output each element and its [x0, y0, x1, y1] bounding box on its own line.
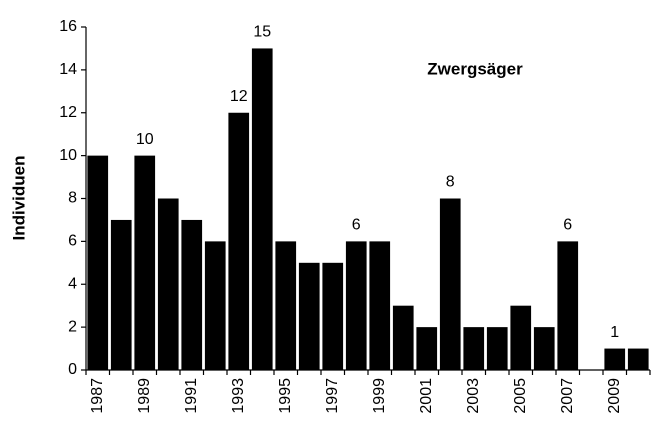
y-tick-label: 16 [59, 18, 77, 35]
bar [181, 219, 203, 370]
x-tick-label: 1991 [183, 378, 200, 414]
bar [392, 305, 414, 370]
bar [251, 48, 273, 370]
y-tick-label: 2 [68, 318, 77, 335]
x-tick-label: 2003 [465, 378, 482, 414]
data-label: 6 [352, 217, 361, 234]
data-label: 12 [230, 88, 248, 105]
bar [627, 348, 649, 370]
x-tick-label: 1999 [371, 378, 388, 414]
x-tick-label: 1989 [136, 378, 153, 414]
bar [110, 219, 132, 370]
bar [369, 241, 391, 370]
bar [557, 241, 579, 370]
bar [510, 305, 532, 370]
x-tick-label: 2001 [418, 378, 435, 414]
bar [298, 262, 320, 370]
bar [87, 155, 109, 370]
x-tick-label: 2009 [606, 378, 623, 414]
bar [463, 327, 485, 370]
y-tick-label: 12 [59, 104, 77, 121]
x-tick-label: 1997 [324, 378, 341, 414]
x-tick-label: 2005 [512, 378, 529, 414]
y-tick-label: 14 [59, 61, 77, 78]
bar [533, 327, 555, 370]
x-tick-label: 1995 [277, 378, 294, 414]
y-tick-label: 8 [68, 190, 77, 207]
bar [416, 327, 438, 370]
data-label: 6 [563, 217, 572, 234]
y-tick-label: 6 [68, 233, 77, 250]
y-axis-label: Individuen [9, 156, 28, 241]
annotation: Zwergsäger [427, 59, 523, 78]
bar [275, 241, 297, 370]
y-tick-label: 10 [59, 147, 77, 164]
data-label: 8 [446, 174, 455, 191]
y-tick-label: 0 [68, 361, 77, 378]
y-tick-label: 4 [68, 275, 77, 292]
bar [204, 241, 226, 370]
bar [604, 348, 626, 370]
bar [322, 262, 344, 370]
x-tick-label: 2007 [559, 378, 576, 414]
bar [486, 327, 508, 370]
data-label: 1 [610, 324, 619, 341]
x-tick-label: 1993 [230, 378, 247, 414]
bar [228, 112, 250, 370]
bar [439, 198, 461, 370]
data-label: 10 [136, 131, 154, 148]
x-tick-label: 1987 [89, 378, 106, 414]
bar [345, 241, 367, 370]
bar [134, 155, 156, 370]
data-label: 15 [253, 24, 271, 41]
bar [157, 198, 179, 370]
